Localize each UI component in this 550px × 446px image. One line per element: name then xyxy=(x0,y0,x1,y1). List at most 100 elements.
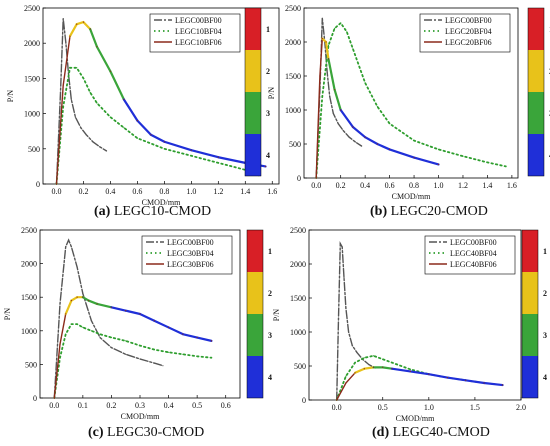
data-point xyxy=(360,145,363,147)
stage-label: 4 xyxy=(543,373,547,382)
data-point xyxy=(65,333,67,335)
data-point xyxy=(76,23,78,25)
x-tick-label: 0.8 xyxy=(159,187,169,196)
data-point xyxy=(356,351,358,353)
data-point xyxy=(139,313,141,315)
stage-segment xyxy=(483,381,504,387)
x-axis-label: CMOD/mm xyxy=(121,412,160,421)
y-axis-label: P/N xyxy=(3,308,12,321)
data-point xyxy=(96,303,98,305)
data-point xyxy=(89,28,91,30)
data-point xyxy=(321,38,323,40)
data-point xyxy=(168,351,170,353)
stage-segment xyxy=(68,23,78,38)
stage-band xyxy=(245,50,261,92)
data-point xyxy=(99,336,101,339)
y-tick-label: 0 xyxy=(302,396,306,405)
data-point xyxy=(153,320,155,322)
y-tick-label: 0 xyxy=(297,174,301,183)
legend-label: LEGC10BF04 xyxy=(175,27,222,36)
data-point xyxy=(364,136,366,138)
data-point xyxy=(163,141,165,143)
stage-segment xyxy=(427,373,449,379)
data-point xyxy=(389,148,391,150)
stage-label: 4 xyxy=(268,373,272,382)
stage-segment xyxy=(153,319,170,329)
stage-colorbar: 1 2 3 4 xyxy=(244,7,270,177)
data-point xyxy=(348,136,350,138)
data-point xyxy=(346,31,348,33)
data-point xyxy=(363,357,365,359)
data-point xyxy=(486,161,488,163)
data-point xyxy=(334,89,336,91)
y-tick-label: 1000 xyxy=(285,106,301,115)
stage-segment xyxy=(327,57,336,91)
y-tick-label: 500 xyxy=(25,360,37,369)
data-point xyxy=(105,150,107,152)
y-tick-label: 2000 xyxy=(290,260,306,269)
data-point xyxy=(465,379,467,381)
data-point xyxy=(163,148,165,150)
data-point xyxy=(319,75,321,77)
data-point xyxy=(326,72,328,74)
y-tick-label: 1500 xyxy=(24,74,40,83)
data-point xyxy=(505,165,507,167)
data-point xyxy=(70,323,72,325)
x-tick-label: 0.2 xyxy=(336,181,346,190)
data-point xyxy=(327,44,330,47)
x-tick-label: 0.0 xyxy=(332,403,342,412)
data-point xyxy=(372,355,375,357)
data-point xyxy=(82,296,84,298)
chart-legc40-cmod: 0 500 1000 1500 2000 2500 0.0 0.5 1.0 1.5 2.0 CMOD/… xyxy=(272,226,547,423)
data-point xyxy=(89,91,91,94)
data-point xyxy=(327,58,330,60)
legend: LEGC00BF00 LEGC40BF04 LEGC40BF06 xyxy=(424,235,516,275)
data-point xyxy=(125,340,127,342)
data-point xyxy=(264,165,267,167)
data-point xyxy=(354,372,356,374)
data-point xyxy=(123,98,125,101)
data-point xyxy=(109,70,111,72)
x-tick-label: 0.6 xyxy=(385,181,395,190)
y-tick-label: 500 xyxy=(294,362,306,371)
data-point xyxy=(74,116,76,118)
stage-segment xyxy=(381,366,394,370)
data-point xyxy=(82,293,84,295)
stage-band xyxy=(247,230,263,272)
stage-segment xyxy=(333,88,342,112)
data-point xyxy=(483,382,485,384)
stage-band xyxy=(247,356,263,398)
data-point xyxy=(62,106,64,108)
stage-segment xyxy=(138,312,156,322)
stage-segment xyxy=(217,156,247,164)
data-point xyxy=(376,143,378,145)
y-tick-label: 2000 xyxy=(285,38,301,47)
x-tick-label: 0.6 xyxy=(221,401,231,410)
stage-segment xyxy=(95,45,112,73)
data-point xyxy=(90,320,92,322)
series-line xyxy=(335,354,504,401)
stage-label: 3 xyxy=(266,109,270,118)
data-point xyxy=(413,140,415,142)
legend-label: LEGC00BF00 xyxy=(450,238,497,247)
x-tick-label: 1.6 xyxy=(267,187,277,196)
data-point xyxy=(352,126,354,128)
colorbar-frame xyxy=(246,229,264,399)
data-point xyxy=(68,239,70,241)
series-line xyxy=(315,37,440,179)
data-point xyxy=(153,349,155,351)
y-tick-label: 2500 xyxy=(21,226,37,235)
data-point xyxy=(65,313,67,315)
data-point xyxy=(329,95,331,97)
stage-segment xyxy=(390,367,412,373)
x-tick-label: 0.5 xyxy=(378,403,388,412)
stage-label: 1 xyxy=(268,247,272,256)
chart-legc10-cmod: 0 500 1000 1500 2000 2500 0.0 0.2 0.4 0.6 0.8 1.0 1.… xyxy=(6,4,280,207)
colorbar-frame xyxy=(527,7,545,177)
legend-label: LEGC00BF00 xyxy=(167,238,214,247)
stage-band xyxy=(245,92,261,134)
data-point xyxy=(382,366,384,368)
y-tick-label: 0 xyxy=(36,180,40,189)
y-tick-label: 0 xyxy=(33,394,37,403)
stage-band xyxy=(245,134,261,176)
